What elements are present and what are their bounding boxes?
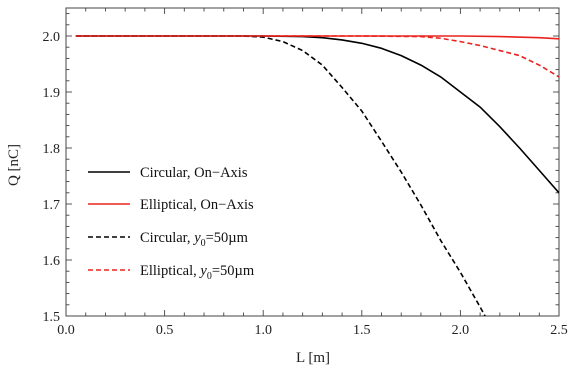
y-tick-label: 1.8 <box>43 142 61 157</box>
legend: Circular, On−Axis Elliptical, On−Axis Circ… <box>88 165 255 282</box>
legend-subscript: 0 <box>201 238 206 249</box>
y-tick-label: 1.7 <box>43 198 61 213</box>
y-tick-label: 1.5 <box>43 310 61 325</box>
legend-label-4: Elliptical, y0=50µm <box>140 263 255 282</box>
series-line-3 <box>75 35 486 316</box>
plot-area-frame <box>65 7 560 317</box>
x-axis-label: L [m] <box>296 350 330 366</box>
legend-suffix: =50µm <box>206 230 249 246</box>
legend-variable: y <box>198 263 207 279</box>
y-axis-label: Q [nC] <box>6 144 22 186</box>
legend-label-2: Elliptical, On−Axis <box>140 197 254 213</box>
y-tick-label: 1.6 <box>43 254 61 269</box>
series-line-4 <box>75 35 559 78</box>
x-tick-label: 0.0 <box>57 323 75 338</box>
legend-variable: y <box>192 230 201 246</box>
x-tick-label: 2.0 <box>452 323 470 338</box>
x-tick-label: 2.5 <box>550 323 568 338</box>
y-axis-ticks: 1.5 1.6 1.7 1.8 1.9 2.0 <box>43 13 559 325</box>
legend-text: Circular, <box>140 230 194 246</box>
y-tick-label: 1.9 <box>43 86 61 101</box>
plot-frame <box>65 7 560 317</box>
legend-text: Circular, On−Axis <box>140 165 248 181</box>
legend-label-1: Circular, On−Axis <box>140 165 248 181</box>
x-axis-ticks: 0.0 0.5 1.0 1.5 2.0 2.5 <box>57 8 568 338</box>
series-lines <box>75 35 559 316</box>
legend-suffix: =50µm <box>212 263 255 279</box>
legend-text: Elliptical, On−Axis <box>140 197 254 213</box>
legend-text: Elliptical, <box>140 263 200 279</box>
legend-subscript: 0 <box>207 271 212 282</box>
x-tick-label: 1.5 <box>353 323 371 338</box>
x-tick-label: 0.5 <box>156 323 174 338</box>
y-tick-label: 2.0 <box>43 30 61 45</box>
x-tick-label: 1.0 <box>254 323 272 338</box>
legend-label-3: Circular, y0=50µm <box>140 230 249 249</box>
